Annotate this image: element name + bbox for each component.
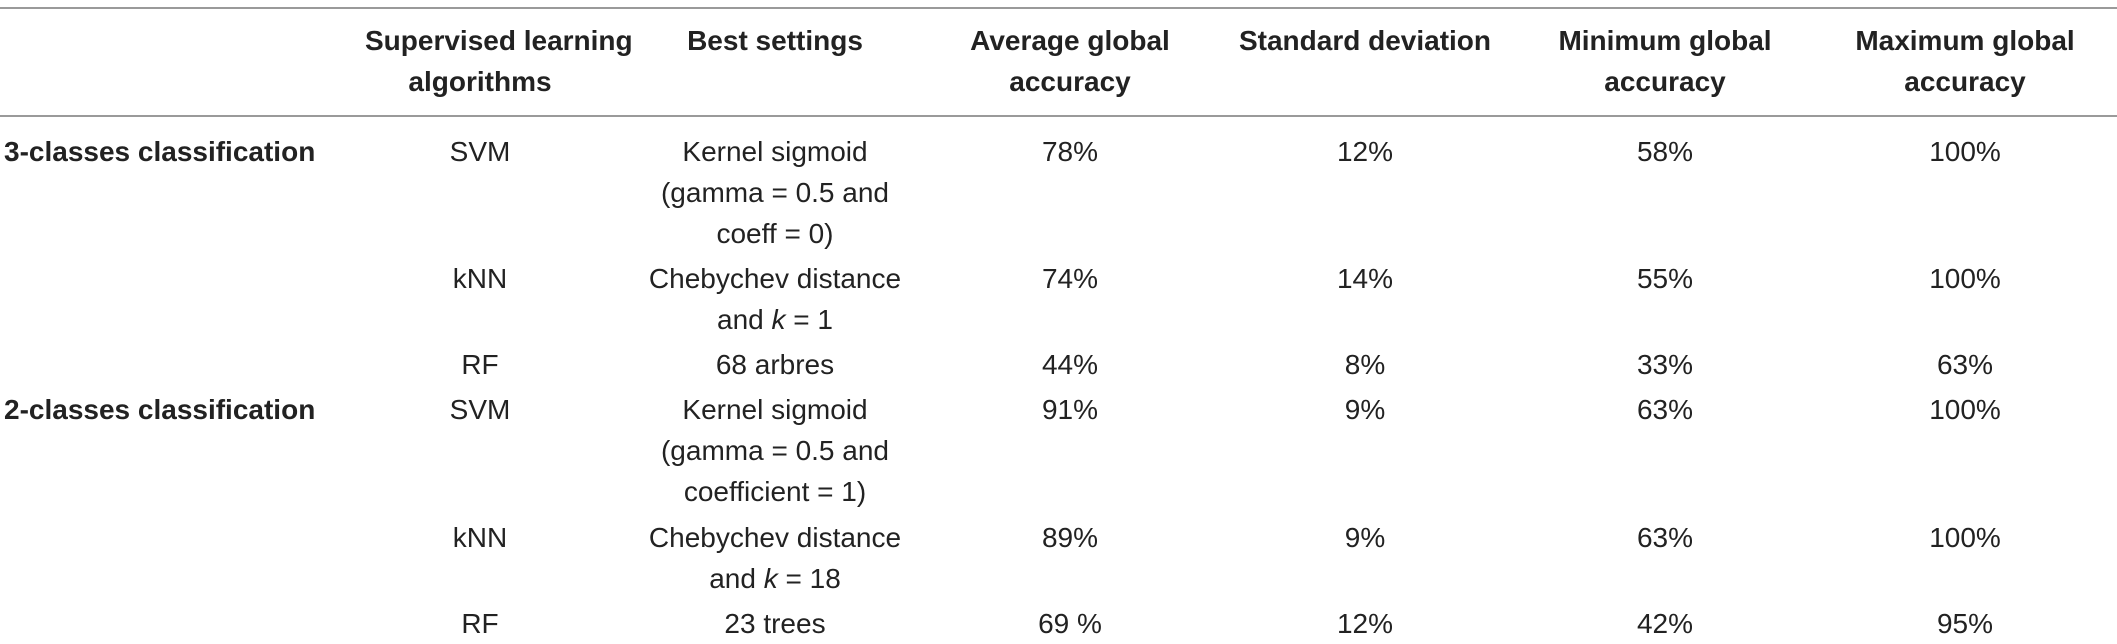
- table-cell-std: 12%: [1336, 608, 1394, 639]
- top-rule: [0, 7, 2117, 9]
- table-cell-algorithm: kNN: [452, 263, 508, 294]
- table-cell-algorithm: SVM: [449, 136, 511, 167]
- table-cell-min: 63%: [1636, 522, 1694, 553]
- header-minimum-accuracy: Minimum global accuracy: [1558, 25, 1772, 97]
- header-maximum-accuracy: Maximum global accuracy: [1855, 25, 2075, 97]
- table-cell-algorithm: RF: [461, 608, 499, 639]
- table-cell-algorithm: RF: [461, 349, 499, 380]
- table-cell-settings: Kernel sigmoid (gamma = 0.5 and coeffici…: [660, 394, 890, 507]
- table-cell-max: 63%: [1936, 349, 1994, 380]
- table-cell-average: 69 %: [1038, 608, 1102, 639]
- table-cell-settings: Chebychev distance and k = 1: [648, 263, 902, 335]
- table-cell-std: 14%: [1336, 263, 1394, 294]
- group-label-2-classes: 2-classes classification: [4, 394, 316, 425]
- table-cell-max: 100%: [1929, 136, 2001, 167]
- table-cell-settings: 68 arbres: [715, 349, 835, 380]
- table-cell-algorithm: kNN: [452, 522, 508, 553]
- header-average-accuracy: Average global accuracy: [970, 25, 1170, 97]
- table-cell-std: 9%: [1344, 522, 1386, 553]
- table-cell-average: 91%: [1041, 394, 1099, 425]
- table-cell-average: 78%: [1041, 136, 1099, 167]
- header-best-settings: Best settings: [687, 25, 863, 56]
- table-cell-max: 95%: [1936, 608, 1994, 639]
- table-cell-min: 42%: [1636, 608, 1694, 639]
- table-cell-settings: Chebychev distance and k = 18: [648, 522, 902, 594]
- table-cell-algorithm: SVM: [449, 394, 511, 425]
- table-cell-max: 100%: [1929, 263, 2001, 294]
- table-cell-max: 100%: [1929, 394, 2001, 425]
- table-cell-std: 12%: [1336, 136, 1394, 167]
- table-cell-average: 74%: [1041, 263, 1099, 294]
- table-cell-min: 33%: [1636, 349, 1694, 380]
- table-cell-min: 63%: [1636, 394, 1694, 425]
- header-standard-deviation: Standard deviation: [1238, 25, 1492, 56]
- table-cell-std: 8%: [1344, 349, 1386, 380]
- header-rule: [0, 115, 2117, 117]
- table-cell-min: 58%: [1636, 136, 1694, 167]
- table-cell-min: 55%: [1636, 263, 1694, 294]
- table-cell-settings: 23 trees: [724, 608, 826, 639]
- table-cell-max: 100%: [1929, 522, 2001, 553]
- table-cell-std: 9%: [1344, 394, 1386, 425]
- table-cell-settings: Kernel sigmoid (gamma = 0.5 and coeff = …: [660, 136, 890, 249]
- group-label-3-classes: 3-classes classification: [4, 136, 316, 167]
- table-cell-average: 44%: [1041, 349, 1099, 380]
- header-algorithms: Supervised learning algorithms: [365, 25, 633, 97]
- table-cell-average: 89%: [1041, 522, 1099, 553]
